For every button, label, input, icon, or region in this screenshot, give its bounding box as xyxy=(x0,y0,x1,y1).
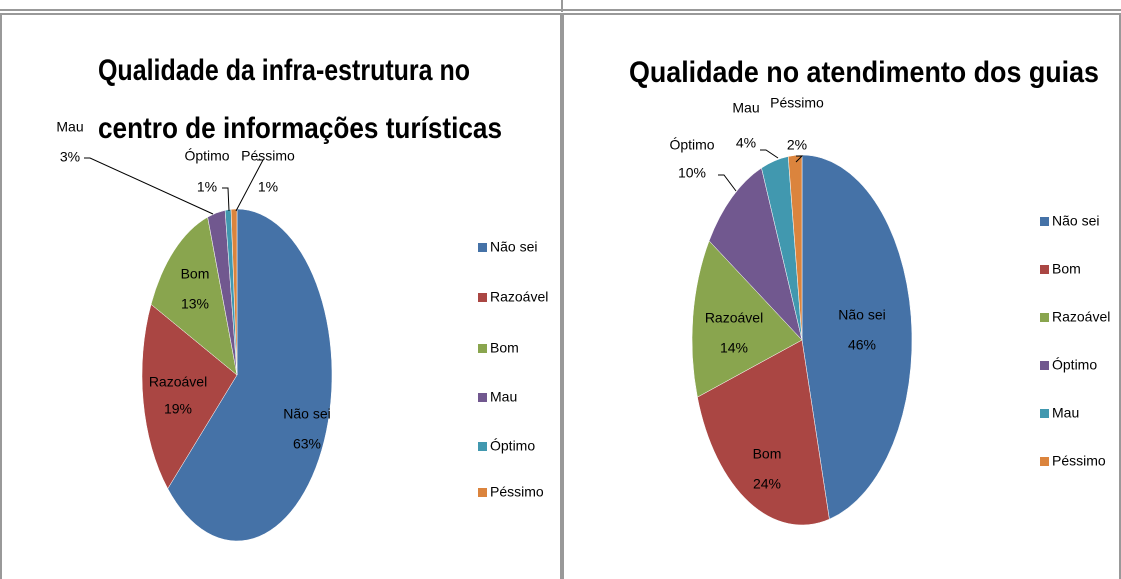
legend-swatch xyxy=(478,442,487,451)
chart-title: centro de informações turísticas xyxy=(98,112,502,145)
legend-swatch xyxy=(478,393,487,402)
data-label-value: 19% xyxy=(164,401,192,417)
data-label-name: Óptimo xyxy=(669,137,714,153)
data-label-value: 13% xyxy=(181,296,209,312)
data-label-name: Péssimo xyxy=(241,148,295,164)
chart-title: Qualidade no atendimento dos guias xyxy=(629,56,1099,89)
pie-slice xyxy=(697,339,830,526)
data-label-name: Bom xyxy=(181,266,210,282)
data-label-value: 2% xyxy=(787,137,807,153)
legend-label: Péssimo xyxy=(490,484,544,500)
legend-label: Bom xyxy=(1052,261,1081,277)
legend-label: Mau xyxy=(490,389,517,405)
data-label-name: Bom xyxy=(753,446,782,462)
legend-swatch xyxy=(1040,361,1049,370)
legend-label: Óptimo xyxy=(490,438,535,454)
pie-slice xyxy=(708,167,803,341)
data-label-value: 46% xyxy=(848,337,876,353)
data-label-value: 3% xyxy=(60,149,80,165)
data-label-name: Péssimo xyxy=(770,95,824,111)
data-label-value: 14% xyxy=(720,340,748,356)
pie-slice xyxy=(141,303,238,490)
leader-line xyxy=(718,174,737,192)
legend-swatch xyxy=(478,488,487,497)
data-label-name: Razoável xyxy=(705,310,763,326)
legend-label: Razoável xyxy=(490,289,548,305)
leader-line xyxy=(84,157,214,215)
leader-line xyxy=(760,149,779,159)
legend-label: Não sei xyxy=(1052,213,1099,229)
legend-label: Péssimo xyxy=(1052,453,1106,469)
legend-swatch xyxy=(1040,265,1049,274)
pie-slice xyxy=(801,154,913,520)
legend-swatch xyxy=(478,293,487,302)
chart-title: Qualidade da infra-estrutura no xyxy=(98,54,470,87)
data-label-name: Mau xyxy=(56,119,83,135)
leader-line xyxy=(795,155,804,163)
legend-swatch xyxy=(1040,409,1049,418)
legend-label: Óptimo xyxy=(1052,357,1097,373)
data-label-name: Não sei xyxy=(838,307,885,323)
data-label-value: 63% xyxy=(293,436,321,452)
legend-label: Mau xyxy=(1052,405,1079,421)
data-label-name: Mau xyxy=(732,100,759,116)
data-label-name: Razoável xyxy=(149,374,207,390)
pie-slice xyxy=(150,216,238,376)
legend-label: Não sei xyxy=(490,239,537,255)
legend-swatch xyxy=(478,344,487,353)
pie-slice xyxy=(787,154,803,341)
legend-label: Razoável xyxy=(1052,309,1110,325)
data-label-value: 1% xyxy=(197,179,217,195)
pie-slice xyxy=(691,240,803,398)
data-label-value: 1% xyxy=(258,179,278,195)
data-label-name: Óptimo xyxy=(184,148,229,164)
leader-line xyxy=(235,159,264,212)
legend-swatch xyxy=(1040,313,1049,322)
leader-line xyxy=(222,187,230,212)
legend-swatch xyxy=(1040,457,1049,466)
data-label-value: 24% xyxy=(753,476,781,492)
legend-label: Bom xyxy=(490,340,519,356)
data-label-value: 4% xyxy=(736,135,756,151)
data-label-value: 10% xyxy=(678,165,706,181)
legend-swatch xyxy=(1040,217,1049,226)
panel-left xyxy=(0,13,562,579)
legend-swatch xyxy=(478,243,487,252)
pie-slice xyxy=(167,208,333,542)
panel-right xyxy=(562,13,1121,579)
data-label-name: Não sei xyxy=(283,406,330,422)
